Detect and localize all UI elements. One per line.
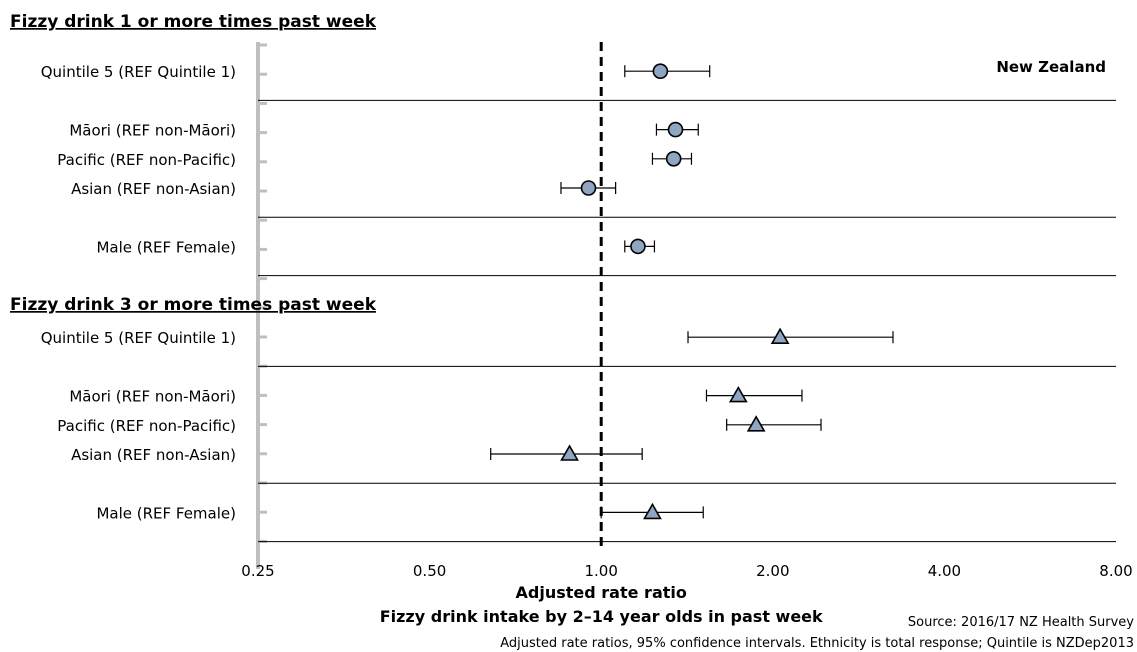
section-title: Fizzy drink 3 or more times past week	[10, 295, 377, 315]
x-tick-label: 4.00	[928, 562, 961, 580]
point-estimate-circle	[580, 180, 597, 196]
row-label: Asian (REF non-Asian)	[71, 446, 236, 464]
point-estimate-triangle	[746, 415, 766, 432]
row-label: Māori (REF non-Māori)	[69, 388, 236, 406]
x-axis-title: Adjusted rate ratio	[516, 583, 687, 602]
x-tick-label: 0.50	[413, 562, 446, 580]
row-label: Asian (REF non-Asian)	[71, 180, 236, 198]
x-tick-label: 1.00	[584, 562, 617, 580]
point-estimate-triangle	[643, 502, 662, 520]
row-label: Male (REF Female)	[96, 504, 236, 522]
point-estimate-triangle	[728, 385, 748, 403]
x-tick-label: 0.25	[241, 562, 274, 580]
point-estimate-circle	[665, 151, 682, 167]
point-estimate-triangle	[770, 327, 790, 345]
source-note: Source: 2016/17 NZ Health Survey	[908, 615, 1134, 630]
chart-title: Fizzy drink intake by 2–14 year olds in …	[380, 607, 823, 626]
point-estimate-circle	[630, 238, 646, 255]
row-label: Quintile 5 (REF Quintile 1)	[41, 63, 236, 81]
x-tick-label: 8.00	[1099, 562, 1132, 580]
point-estimate-circle	[667, 121, 684, 138]
footnote: Adjusted rate ratios, 95% confidence int…	[500, 636, 1134, 651]
section-title: Fizzy drink 1 or more times past week	[10, 12, 377, 32]
point-estimate-triangle	[560, 444, 579, 461]
row-label: Māori (REF non-Māori)	[69, 122, 236, 140]
row-label: Male (REF Female)	[96, 238, 236, 256]
region-label: New Zealand	[996, 58, 1106, 76]
point-estimate-circle	[652, 63, 669, 79]
row-label: Pacific (REF non-Pacific)	[57, 417, 236, 435]
row-label: Quintile 5 (REF Quintile 1)	[41, 329, 236, 347]
row-label: Pacific (REF non-Pacific)	[57, 151, 236, 169]
x-tick-label: 2.00	[756, 562, 789, 580]
